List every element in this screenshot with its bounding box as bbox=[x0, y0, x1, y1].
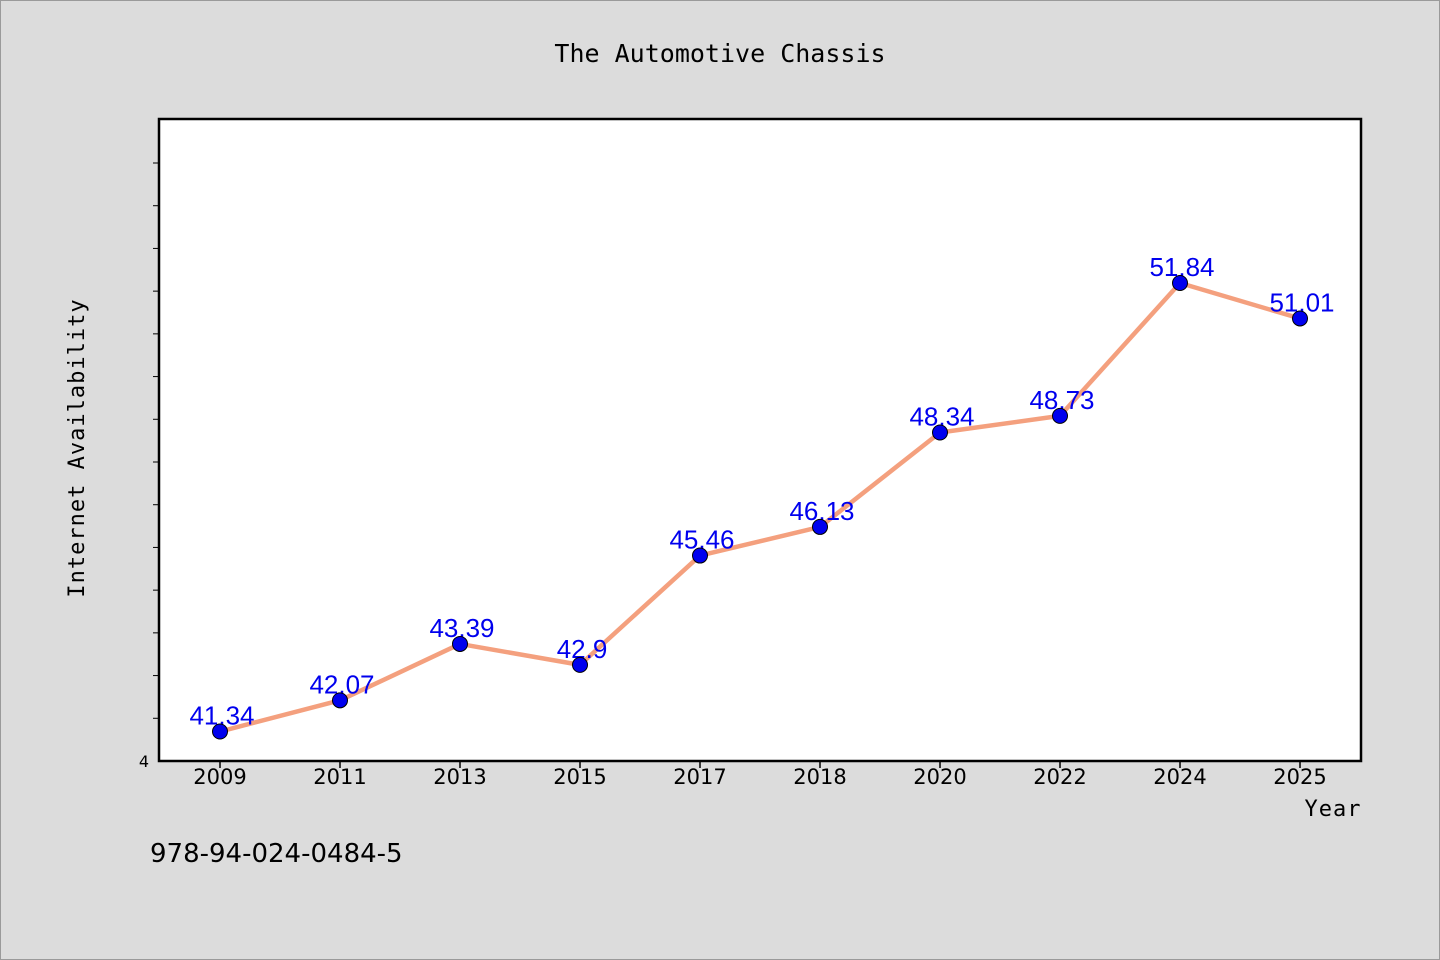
data-point bbox=[452, 635, 468, 652]
series-layer: 41.3442.0743.3942.945.4646.1348.3448.735… bbox=[189, 252, 1335, 740]
data-point bbox=[812, 518, 828, 535]
x-tick-label: 2025 bbox=[1273, 765, 1326, 789]
data-point bbox=[1052, 407, 1068, 424]
x-axis-ticks: 2009 2011 2013 2015 2017 2018 2020 2022 2024 2025 bbox=[193, 761, 1327, 789]
data-point bbox=[1172, 275, 1188, 292]
data-point bbox=[932, 424, 948, 441]
x-tick-label: 2022 bbox=[1033, 765, 1086, 789]
x-tick-label: 2018 bbox=[793, 765, 846, 789]
series-line bbox=[219, 280, 1301, 734]
y-axis-label: Internet Availability bbox=[65, 298, 90, 597]
x-tick-label: 2011 bbox=[313, 765, 366, 789]
y-tick-label: 4 bbox=[139, 752, 149, 771]
x-tick-label: 2020 bbox=[913, 765, 966, 789]
x-tick-label: 2015 bbox=[553, 765, 606, 789]
isbn-code: 978-94-024-0484-5 bbox=[150, 839, 403, 869]
y-axis-ticks: 4 bbox=[139, 162, 159, 771]
data-point bbox=[572, 656, 588, 673]
data-point bbox=[692, 547, 708, 564]
x-tick-label: 2024 bbox=[1153, 765, 1206, 789]
chart-title: The Automotive Chassis bbox=[554, 39, 885, 68]
x-tick-label: 2017 bbox=[673, 765, 726, 789]
data-point bbox=[212, 723, 228, 740]
x-axis-label: Year bbox=[1305, 797, 1362, 822]
data-point bbox=[332, 692, 348, 709]
plot-area bbox=[157, 117, 1363, 763]
x-tick-label: 2013 bbox=[433, 765, 486, 789]
x-tick-label: 2009 bbox=[193, 765, 246, 789]
data-point bbox=[1292, 310, 1308, 327]
